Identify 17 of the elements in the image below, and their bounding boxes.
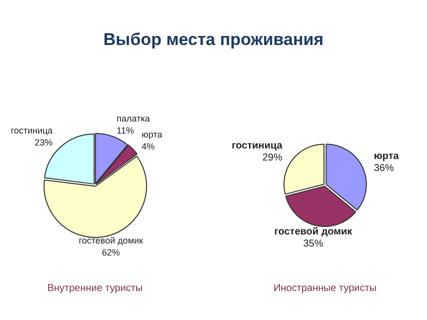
slice-label: гостиница	[232, 140, 283, 152]
data-label: 35%	[303, 238, 324, 250]
slice-label: юрта	[374, 150, 400, 162]
data-label: 36%	[374, 162, 394, 174]
text: Внутренние туристы	[46, 283, 144, 294]
data-label: 23%	[34, 137, 53, 148]
data-label: 62%	[102, 247, 120, 258]
slice-label: юрта	[142, 130, 162, 140]
slice-label: гостиница	[10, 125, 53, 136]
slice-label: палатка	[116, 113, 150, 124]
text: Выбор места проживания	[102, 30, 325, 50]
text: Иностранные туристы	[272, 283, 378, 294]
data-label: 29%	[262, 152, 282, 164]
data-label: 11%	[116, 125, 134, 136]
data-label: 4%	[142, 142, 155, 152]
slice-label: гостевой домик	[78, 235, 144, 246]
slice-label: гостевой домик	[274, 226, 354, 238]
